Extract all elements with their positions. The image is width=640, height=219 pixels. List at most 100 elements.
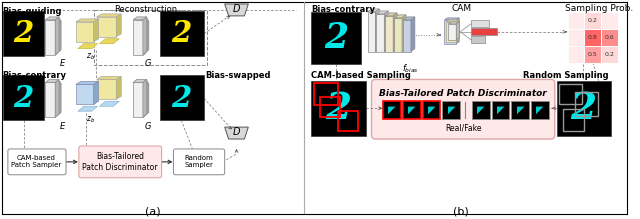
Polygon shape bbox=[376, 9, 380, 52]
Text: ◤: ◤ bbox=[388, 105, 396, 115]
Text: Bias-swapped: Bias-swapped bbox=[205, 71, 271, 79]
Text: ◤: ◤ bbox=[428, 105, 435, 115]
Bar bbox=[442, 101, 460, 119]
Polygon shape bbox=[449, 22, 460, 24]
Bar bbox=[601, 29, 618, 46]
Bar bbox=[312, 81, 365, 136]
Bar bbox=[3, 76, 44, 120]
Polygon shape bbox=[55, 17, 59, 55]
Polygon shape bbox=[145, 83, 148, 115]
Bar bbox=[568, 12, 584, 29]
Bar bbox=[575, 92, 598, 116]
Text: E: E bbox=[60, 122, 65, 131]
Text: Real/Fake: Real/Fake bbox=[445, 124, 481, 132]
Bar bbox=[559, 84, 582, 104]
Text: ◤: ◤ bbox=[408, 105, 415, 115]
Bar bbox=[3, 11, 44, 56]
Bar bbox=[383, 101, 401, 119]
Polygon shape bbox=[456, 22, 460, 40]
Polygon shape bbox=[57, 21, 61, 53]
FancyBboxPatch shape bbox=[79, 146, 162, 178]
Bar bbox=[584, 46, 601, 63]
Polygon shape bbox=[133, 20, 143, 55]
Polygon shape bbox=[225, 4, 248, 16]
Polygon shape bbox=[145, 21, 148, 53]
Polygon shape bbox=[394, 15, 406, 18]
Bar bbox=[601, 12, 618, 29]
Text: 0.6: 0.6 bbox=[605, 35, 614, 40]
Text: CAM: CAM bbox=[451, 4, 471, 13]
Text: $z_b$: $z_b$ bbox=[86, 52, 95, 62]
Polygon shape bbox=[135, 84, 144, 116]
Polygon shape bbox=[47, 84, 56, 116]
Bar bbox=[471, 20, 489, 27]
Polygon shape bbox=[367, 9, 380, 12]
Polygon shape bbox=[367, 12, 376, 52]
Text: (a): (a) bbox=[145, 207, 161, 217]
Bar bbox=[312, 12, 361, 64]
Polygon shape bbox=[45, 82, 55, 117]
Polygon shape bbox=[137, 83, 148, 86]
Bar bbox=[568, 29, 584, 46]
Polygon shape bbox=[97, 76, 121, 79]
Polygon shape bbox=[57, 83, 61, 115]
Text: Bias-Tailored
Patch Discriminator: Bias-Tailored Patch Discriminator bbox=[83, 152, 158, 171]
Text: Bias-guiding: Bias-guiding bbox=[2, 7, 61, 16]
Text: Random
Sampler: Random Sampler bbox=[184, 155, 214, 168]
Text: ◤: ◤ bbox=[516, 105, 524, 115]
Bar bbox=[584, 29, 601, 46]
Polygon shape bbox=[411, 17, 415, 52]
Polygon shape bbox=[78, 106, 97, 111]
Polygon shape bbox=[143, 79, 147, 117]
Polygon shape bbox=[93, 81, 99, 104]
Polygon shape bbox=[133, 82, 143, 117]
Bar bbox=[159, 11, 204, 56]
Bar bbox=[511, 101, 529, 119]
Polygon shape bbox=[135, 19, 148, 22]
Bar bbox=[423, 101, 440, 119]
Polygon shape bbox=[402, 15, 406, 52]
Polygon shape bbox=[100, 101, 119, 106]
Polygon shape bbox=[384, 11, 388, 52]
Bar bbox=[584, 12, 601, 29]
Polygon shape bbox=[133, 79, 147, 82]
Polygon shape bbox=[76, 84, 93, 104]
Bar bbox=[601, 46, 618, 63]
Polygon shape bbox=[144, 19, 148, 54]
Bar bbox=[492, 101, 509, 119]
Bar bbox=[320, 97, 340, 117]
Bar bbox=[471, 28, 497, 35]
Polygon shape bbox=[97, 17, 116, 37]
Text: Reconstruction: Reconstruction bbox=[115, 5, 177, 14]
Polygon shape bbox=[78, 44, 97, 49]
FancyBboxPatch shape bbox=[8, 149, 66, 175]
Bar bbox=[568, 46, 584, 63]
Text: ◤: ◤ bbox=[447, 105, 455, 115]
Polygon shape bbox=[444, 20, 456, 44]
Text: 2: 2 bbox=[324, 21, 348, 55]
Bar bbox=[403, 101, 420, 119]
Polygon shape bbox=[49, 21, 61, 24]
Polygon shape bbox=[376, 14, 384, 52]
Text: G: G bbox=[145, 122, 151, 131]
Polygon shape bbox=[385, 13, 397, 16]
Bar bbox=[338, 111, 358, 131]
Text: 0.8: 0.8 bbox=[588, 35, 598, 40]
Text: CAM-based Sampling: CAM-based Sampling bbox=[312, 71, 412, 81]
Polygon shape bbox=[135, 81, 148, 84]
Text: (b): (b) bbox=[453, 207, 469, 217]
Text: $f_{bias}$: $f_{bias}$ bbox=[401, 63, 419, 75]
Polygon shape bbox=[143, 17, 147, 55]
Polygon shape bbox=[137, 24, 145, 53]
Polygon shape bbox=[76, 22, 93, 42]
Text: 2: 2 bbox=[13, 84, 34, 113]
Polygon shape bbox=[385, 16, 393, 52]
Text: 2: 2 bbox=[171, 84, 191, 113]
Bar bbox=[557, 81, 611, 136]
Text: ◤: ◤ bbox=[497, 105, 504, 115]
Bar bbox=[563, 109, 584, 131]
Text: Random Sampling: Random Sampling bbox=[524, 71, 609, 81]
Text: G: G bbox=[145, 59, 151, 68]
Text: $z_b$: $z_b$ bbox=[86, 114, 95, 125]
Text: ◤: ◤ bbox=[477, 105, 484, 115]
